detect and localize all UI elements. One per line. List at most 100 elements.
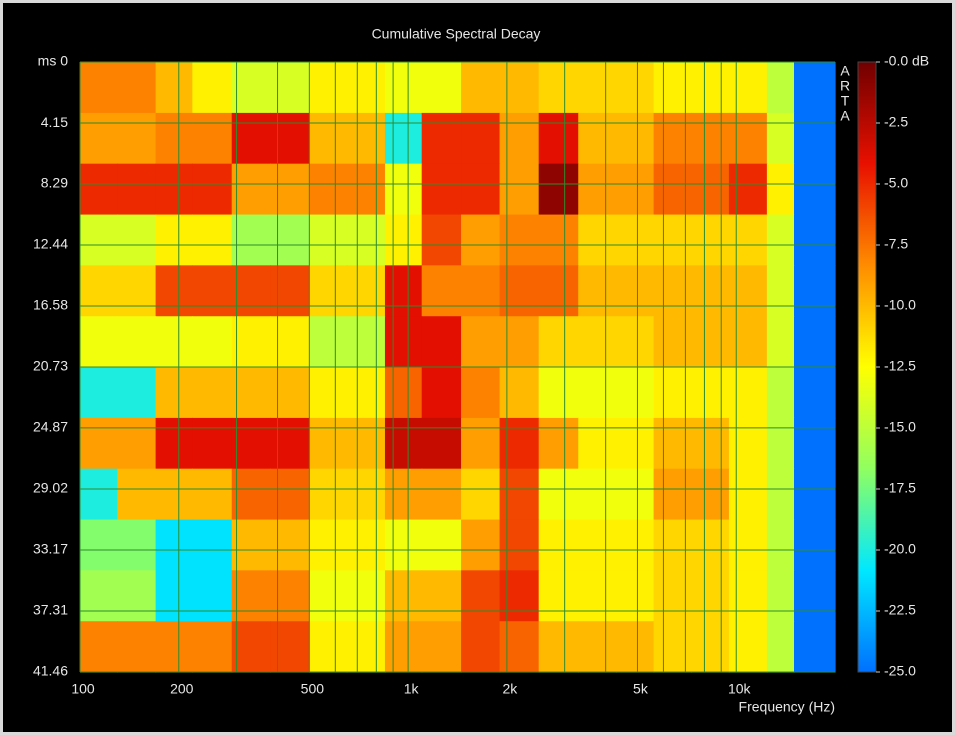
heat-cell — [691, 417, 730, 470]
heat-cell — [615, 367, 655, 419]
heat-cell — [384, 621, 423, 673]
heat-cell — [155, 570, 193, 622]
heat-cell — [155, 519, 193, 571]
colorbar-tick-label: -12.5 — [884, 358, 916, 374]
heat-cell — [421, 62, 462, 114]
heat-cell — [728, 468, 768, 521]
heat-cell — [270, 367, 310, 419]
heat-cell — [691, 112, 730, 165]
heat-cell — [155, 621, 193, 673]
heat-cell — [653, 417, 692, 470]
colorbar-tick-label: -17.5 — [884, 480, 916, 496]
heat-cell — [691, 62, 730, 114]
heat-cell — [192, 621, 233, 673]
x-axis-label: Frequency (Hz) — [739, 699, 835, 715]
heat-cell — [309, 265, 348, 317]
heat-cell — [728, 62, 768, 114]
heat-cell — [346, 163, 386, 216]
colorbar — [857, 61, 877, 673]
heat-cell — [728, 112, 768, 165]
heat-cell — [231, 62, 271, 114]
y-tick-label: 16.58 — [33, 297, 68, 313]
heat-cell — [155, 316, 193, 368]
heat-cell — [231, 570, 271, 622]
heat-cell — [653, 62, 692, 114]
heat-cell — [231, 316, 271, 368]
heat-cell — [766, 112, 795, 165]
heat-cell — [309, 519, 348, 571]
y-tick-label: 20.73 — [33, 358, 68, 374]
heat-cell — [691, 621, 730, 673]
heat-cell — [461, 214, 501, 266]
heat-cell — [421, 621, 462, 673]
colorbar-tick-label: -10.0 — [884, 297, 916, 313]
heat-cell — [578, 316, 617, 368]
heat-cell — [384, 367, 423, 419]
heat-cell — [421, 163, 462, 216]
heat-cell — [117, 468, 157, 521]
heat-cell — [80, 214, 118, 266]
heat-cell — [192, 367, 233, 419]
heat-cell — [578, 519, 617, 571]
heat-cell — [794, 468, 836, 521]
heat-cell — [794, 417, 836, 470]
heat-cell — [80, 519, 118, 571]
colorbar-tick-label: -15.0 — [884, 419, 916, 435]
heat-cell — [346, 316, 386, 368]
heat-cell — [384, 163, 423, 216]
heat-cell — [231, 621, 271, 673]
heat-cell — [421, 519, 462, 571]
heat-cell — [461, 265, 501, 317]
heat-cell — [231, 519, 271, 571]
heat-cell — [384, 214, 423, 266]
watermark-letter: A — [840, 108, 850, 124]
y-tick-label: 33.17 — [33, 541, 68, 557]
heat-cell — [270, 62, 310, 114]
heat-cell — [578, 417, 617, 470]
heat-cell — [155, 62, 193, 114]
heat-cell — [538, 62, 579, 114]
heat-cell — [421, 367, 462, 419]
heat-cell — [794, 265, 836, 317]
axes — [79, 61, 835, 673]
heat-cell — [421, 316, 462, 368]
colorbar-tick-label: -20.0 — [884, 541, 916, 557]
heat-cell — [384, 519, 423, 571]
heat-cell — [653, 570, 692, 622]
heat-cell — [691, 163, 730, 216]
heat-cell — [794, 214, 836, 266]
heat-cell — [421, 112, 462, 165]
heat-cell — [653, 367, 692, 419]
heat-cell — [346, 570, 386, 622]
heat-cell — [615, 621, 655, 673]
heat-cell — [270, 468, 310, 521]
heat-cell — [309, 62, 348, 114]
heat-cell — [615, 62, 655, 114]
heat-cell — [155, 468, 193, 521]
heat-cell — [538, 519, 579, 571]
heat-cell — [728, 570, 768, 622]
y-tick-label: 24.87 — [33, 419, 68, 435]
heat-cell — [615, 417, 655, 470]
heat-cell — [538, 621, 579, 673]
heat-cell — [766, 265, 795, 317]
chart-title: Cumulative Spectral Decay — [372, 26, 541, 42]
heat-cell — [155, 265, 193, 317]
heat-cell — [538, 112, 579, 165]
heat-cell — [499, 621, 540, 673]
heat-cell — [728, 519, 768, 571]
heat-cell — [538, 163, 579, 216]
heat-cell — [794, 621, 836, 673]
heat-cell — [615, 163, 655, 216]
heat-cell — [270, 519, 310, 571]
heat-cell — [499, 417, 540, 470]
heat-cell — [231, 468, 271, 521]
heat-cell — [461, 112, 501, 165]
heat-cell — [155, 112, 193, 165]
heat-cell — [80, 163, 118, 216]
heat-cell — [538, 316, 579, 368]
heat-cell — [653, 265, 692, 317]
heat-cell — [499, 316, 540, 368]
heat-cell — [794, 570, 836, 622]
heat-cell — [231, 417, 271, 470]
